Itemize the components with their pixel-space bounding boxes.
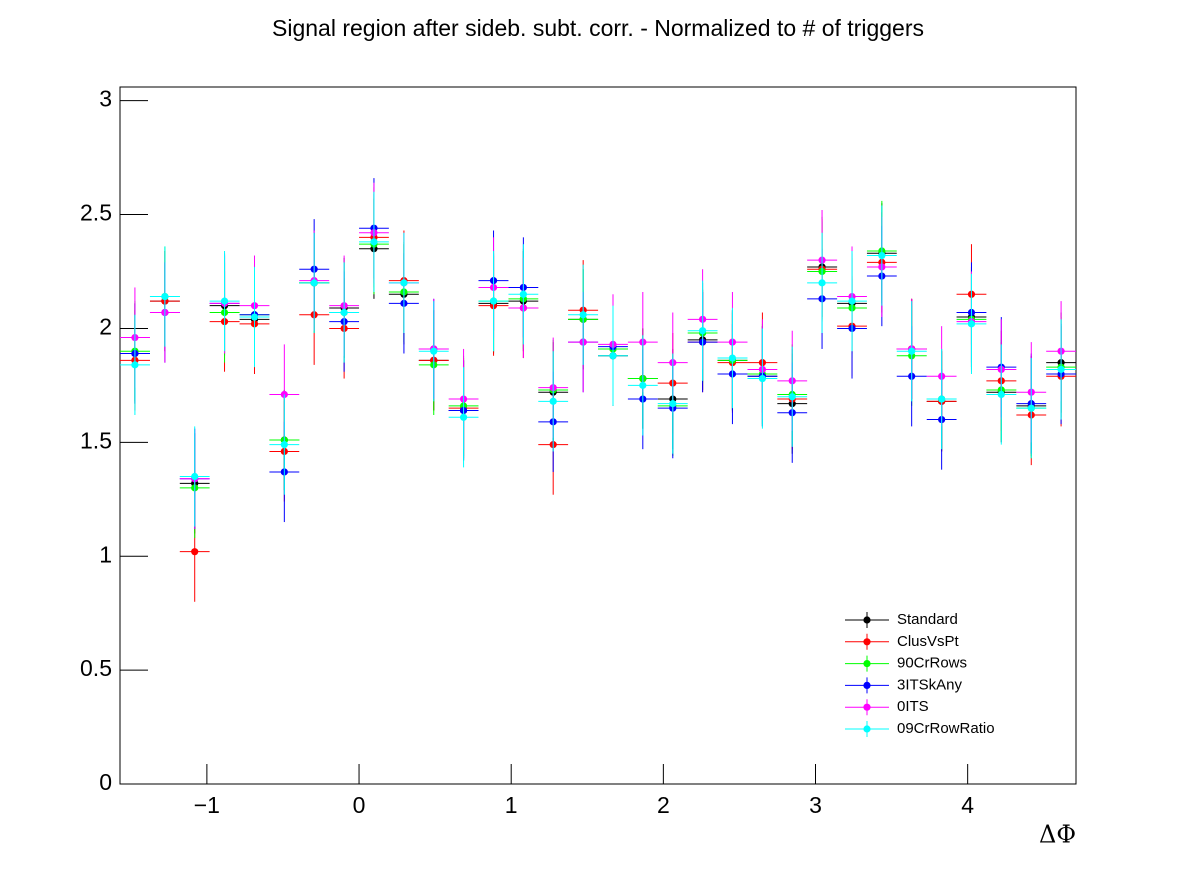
x-tick-label: 1 <box>505 792 518 818</box>
y-tick-label: 3 <box>99 86 112 112</box>
data-point <box>430 347 438 355</box>
data-point <box>788 393 796 401</box>
data-point <box>579 311 587 319</box>
data-point <box>1027 404 1035 412</box>
legend-label: Standard <box>897 611 958 628</box>
data-point <box>250 313 259 321</box>
legend-marker <box>863 725 871 733</box>
data-point <box>997 390 1005 399</box>
data-point <box>191 548 199 556</box>
data-point <box>728 354 737 362</box>
data-point <box>669 400 677 408</box>
y-tick-label: 1.5 <box>80 427 112 453</box>
legend-label: 90CrRows <box>897 655 967 672</box>
legend-marker <box>863 616 871 624</box>
data-point <box>191 472 199 481</box>
legend-marker <box>863 681 871 690</box>
data-point <box>489 297 498 305</box>
x-tick-label: −1 <box>194 792 220 818</box>
data-point <box>818 279 826 287</box>
chart-title: Signal region after sideb. subt. corr. -… <box>272 15 924 41</box>
y-tick-label: 0 <box>99 769 112 795</box>
data-point <box>938 395 946 403</box>
data-point <box>161 292 169 301</box>
data-point <box>967 320 976 328</box>
x-tick-label: 2 <box>657 792 670 818</box>
legend-marker <box>863 638 871 646</box>
x-tick-label: 0 <box>353 792 366 818</box>
data-point <box>1057 365 1065 374</box>
data-point <box>519 290 527 298</box>
legend-marker <box>863 703 871 711</box>
legend-label: 3ITSkAny <box>897 676 963 693</box>
data-point <box>699 327 707 335</box>
y-tick-label: 2.5 <box>80 200 112 226</box>
data-point <box>609 352 617 360</box>
data-point <box>131 361 139 369</box>
data-point <box>549 397 557 405</box>
series <box>120 191 1076 527</box>
data-point <box>848 297 856 305</box>
x-tick-label: 3 <box>809 792 822 818</box>
data-point <box>340 308 348 317</box>
data-point <box>400 279 408 287</box>
data-point <box>758 374 767 383</box>
data-point <box>459 413 468 421</box>
data-point <box>310 279 318 287</box>
legend-label: ClusVsPt <box>897 633 960 650</box>
y-tick-label: 2 <box>99 314 112 340</box>
legend-marker <box>863 660 871 668</box>
data-point <box>908 347 916 355</box>
y-tick-label: 1 <box>99 541 112 567</box>
legend-label: 0ITS <box>897 698 929 715</box>
x-tick-label: 4 <box>961 792 974 818</box>
data-point <box>220 297 229 305</box>
data-point <box>280 441 288 449</box>
legend-label: 09CrRowRatio <box>897 720 995 737</box>
data-point <box>878 251 886 260</box>
data-point <box>370 238 378 246</box>
data-point <box>639 381 647 389</box>
x-axis-label: ΔΦ <box>1039 821 1076 849</box>
y-tick-label: 0.5 <box>80 655 112 681</box>
plot-frame <box>119 86 1077 785</box>
